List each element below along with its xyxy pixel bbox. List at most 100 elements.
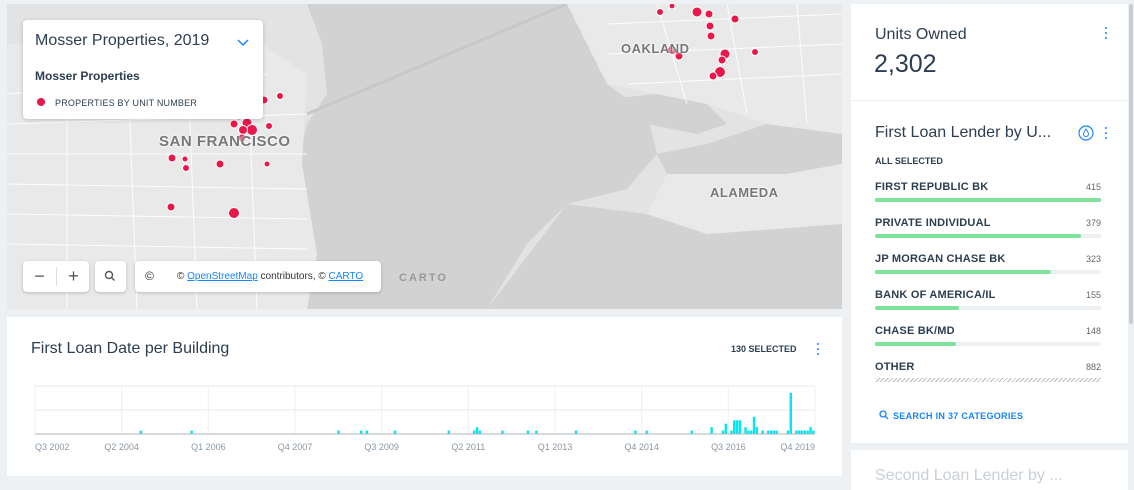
histogram-bar[interactable] [752, 416, 756, 434]
second-lender-widget: Second Loan Lender by ... [851, 450, 1128, 490]
histogram-bar[interactable] [775, 430, 778, 434]
map-search-button[interactable] [95, 261, 126, 292]
lender-widget-title: First Loan Lender by U... [875, 124, 1052, 141]
histogram-bar[interactable] [786, 430, 790, 434]
map-attribution: © © OpenStreetMap contributors, © CARTO [135, 261, 381, 292]
x-tick-label: Q3 2002 [35, 442, 70, 452]
widget-menu-icon[interactable] [1100, 125, 1112, 141]
units-owned-label: Units Owned [875, 26, 967, 43]
x-tick-label: Q2 2004 [104, 442, 139, 452]
lender-bar-fill [875, 198, 1101, 202]
lender-name: CHASE BK/MD [875, 325, 955, 337]
histogram-bar[interactable] [724, 423, 727, 434]
histogram-bar[interactable] [744, 427, 747, 434]
histogram-bar[interactable] [393, 430, 397, 434]
zoom-divider [56, 267, 57, 286]
map-label-sf: SAN FRANCISCO [159, 133, 291, 150]
histogram-bar[interactable] [535, 430, 538, 434]
lender-row[interactable]: BANK OF AMERICA/IL 155 [875, 289, 1101, 319]
attribution-toggle[interactable]: © [145, 269, 154, 283]
lender-count: 155 [1085, 290, 1101, 300]
lender-row[interactable]: CHASE BK/MD 148 [875, 325, 1101, 355]
x-tick-label: Q1 2006 [191, 442, 226, 452]
search-categories-link[interactable]: SEARCH IN 37 CATEGORIES [879, 410, 1023, 421]
histogram-bar[interactable] [447, 430, 451, 434]
histogram-bar[interactable] [812, 430, 815, 434]
histogram-bar[interactable] [806, 430, 809, 434]
lender-bar-track [875, 378, 1101, 382]
histogram-bar[interactable] [526, 430, 530, 434]
histogram-bar[interactable] [795, 430, 798, 434]
x-tick-label: Q4 2019 [780, 442, 815, 452]
attribution-prefix: © [177, 271, 185, 282]
lender-row[interactable]: PRIVATE INDIVIDUAL 379 [875, 217, 1101, 247]
histogram-bar[interactable] [473, 430, 476, 434]
lender-row[interactable]: FIRST REPUBLIC BK 415 [875, 181, 1101, 211]
lender-row[interactable]: JP MORGAN CHASE BK 323 [875, 253, 1101, 283]
histogram-bar[interactable] [738, 420, 742, 434]
histogram-bar[interactable] [730, 430, 733, 434]
widget-title: First Loan Date per Building [31, 340, 230, 357]
scrollbar-thumb[interactable] [1129, 4, 1133, 324]
histogram-bar[interactable] [803, 430, 807, 434]
histogram-bar[interactable] [750, 430, 753, 434]
legend-title[interactable]: Mosser Properties, 2019 [35, 32, 210, 49]
histogram-bar[interactable] [772, 430, 776, 434]
lender-count: 882 [1085, 362, 1101, 372]
histogram-bar[interactable] [710, 427, 713, 434]
histogram-bar[interactable] [789, 392, 792, 434]
lender-count: 415 [1085, 182, 1101, 192]
histogram-bar[interactable] [690, 430, 694, 434]
histogram-bar[interactable] [800, 430, 804, 434]
lender-bar-fill [875, 234, 1082, 238]
search-icon [879, 410, 889, 420]
lender-bar-track [875, 270, 1101, 274]
histogram-bar[interactable] [755, 427, 759, 434]
lender-bar-track [875, 198, 1101, 202]
histogram-bar[interactable] [501, 430, 504, 434]
histogram-bar[interactable] [475, 427, 479, 434]
histogram-chart[interactable]: Q3 2002 Q2 2004 Q1 2006 Q4 2007 Q3 2009 Q2 20… [7, 317, 842, 476]
histogram-bar[interactable] [769, 430, 773, 434]
histogram-bar[interactable] [365, 430, 369, 434]
histogram-bar[interactable] [735, 420, 739, 434]
histogram-bar[interactable] [733, 420, 736, 434]
lender-row[interactable]: OTHER 882 [875, 361, 1101, 391]
lender-bar-fill [875, 342, 956, 346]
osm-link[interactable]: OpenStreetMap [187, 271, 258, 282]
chevron-down-icon[interactable] [237, 34, 249, 52]
histogram-bar[interactable] [337, 430, 340, 434]
histogram-bar[interactable] [634, 430, 637, 434]
histogram-bar[interactable] [190, 430, 193, 434]
histogram-bar[interactable] [478, 430, 482, 434]
units-owned-value: 2,302 [874, 50, 937, 78]
sidebar-scrollbar[interactable] [1128, 4, 1134, 483]
carto-link[interactable]: CARTO [328, 271, 364, 282]
histogram-bar[interactable] [798, 430, 801, 434]
legend-layer-name: Mosser Properties [35, 69, 140, 83]
x-tick-label: Q1 2013 [538, 442, 573, 452]
lender-category-widget: First Loan Lender by U... ALL SELECTED F… [851, 101, 1128, 443]
lender-bar-track [875, 306, 1101, 310]
histogram-bar[interactable] [721, 430, 725, 434]
attribution-middle: contributors, © [260, 271, 326, 282]
histogram-bar[interactable] [747, 430, 750, 434]
zoom-in-button[interactable]: + [68, 266, 79, 286]
lender-count: 323 [1085, 254, 1101, 264]
histogram-bar[interactable] [766, 430, 770, 434]
color-drop-icon[interactable] [1078, 125, 1094, 146]
zoom-out-button[interactable]: − [34, 266, 45, 286]
histogram-bar[interactable] [761, 430, 764, 434]
lender-bar-fill [875, 270, 1051, 274]
histogram-bar[interactable] [360, 430, 363, 434]
histogram-bar[interactable] [645, 430, 648, 434]
widget-menu-icon[interactable] [1100, 25, 1112, 41]
legend-dot-icon [37, 98, 45, 106]
histogram-bar[interactable] [139, 430, 142, 434]
property-points [166, 4, 759, 219]
widget-menu-icon[interactable] [812, 341, 824, 357]
histogram-bar[interactable] [809, 427, 812, 434]
lender-name: FIRST REPUBLIC BK [875, 181, 989, 193]
histogram-bar[interactable] [574, 430, 578, 434]
carto-watermark: CARTO [399, 272, 448, 284]
